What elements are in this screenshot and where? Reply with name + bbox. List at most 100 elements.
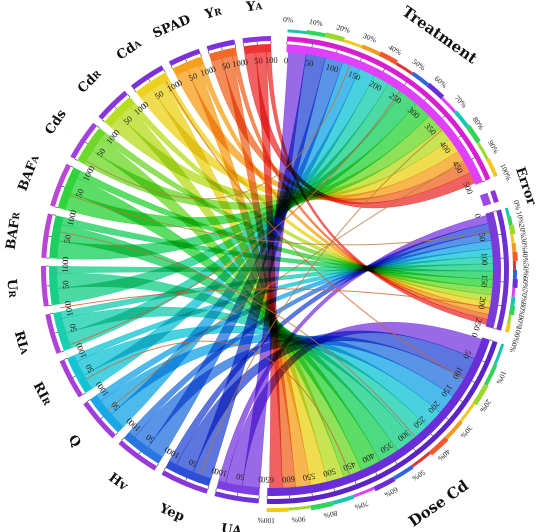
percent-band [512, 270, 517, 280]
scale-label: 0 [93, 380, 104, 389]
percent-band [373, 476, 396, 492]
segment-track-rir [59, 359, 83, 398]
scale-label: 200 [477, 296, 489, 310]
scale-label: 50 [73, 187, 85, 199]
segment-band-dose-cd [267, 337, 490, 496]
percent-label: 10% [308, 17, 323, 28]
segment-band-error [479, 192, 492, 207]
scale-tick [471, 157, 475, 160]
segment-label-sub: A [254, 2, 264, 13]
percent-band [504, 322, 511, 333]
segment-label-sub: R [213, 7, 223, 19]
percent-label: 0% [508, 341, 520, 353]
percent-band [395, 62, 414, 76]
percent-band [511, 287, 516, 297]
scale-label: 500 [322, 466, 337, 479]
scale-label: 0 [73, 341, 84, 349]
segment-ua: 0 50 100 UA [213, 466, 263, 532]
segment-label-sub: A [17, 345, 29, 356]
scale-tick [404, 82, 407, 86]
scale-label: 100 [265, 55, 278, 65]
scale-tick [207, 50, 210, 54]
segment-track-spad [168, 48, 201, 66]
segment-band-ya [243, 44, 272, 55]
segment-band-yep [165, 460, 212, 487]
scale-tick [70, 165, 74, 168]
percent-band [325, 32, 345, 43]
segment-label-sub: A [29, 153, 42, 165]
scale-tick [101, 119, 105, 122]
segment-track-ur [41, 265, 49, 307]
scale-label: 100 [325, 61, 340, 74]
percent-band [266, 507, 289, 512]
percent-band [510, 296, 516, 307]
scale-label: 0 [162, 445, 171, 456]
scale-label: 50 [221, 60, 232, 72]
segment-band-ua [216, 480, 260, 496]
scale-tick [489, 339, 493, 342]
percent-band [361, 44, 381, 56]
scale-tick [74, 158, 78, 161]
segment-label-ya: YA [245, 0, 264, 15]
scale-tick [207, 486, 210, 490]
scale-label: 0 [469, 331, 480, 338]
segment-band-cda [135, 72, 170, 99]
percent-band [512, 260, 516, 270]
segment-label-rir: RIR [30, 380, 55, 409]
thread-line [69, 91, 401, 346]
segment-track-dose-treatment [496, 209, 509, 331]
thread-line [60, 288, 490, 309]
percent-band [510, 234, 515, 244]
segment-label-treatment: Treatment [399, 2, 481, 67]
percent-label: 0% [283, 15, 293, 25]
percent-band [440, 97, 457, 113]
segment-label-ur: UR [4, 279, 20, 299]
scale-label: 150 [479, 274, 490, 287]
percent-band [484, 364, 498, 386]
scale-tick [82, 392, 86, 395]
scale-tick [61, 185, 65, 188]
scale-label: 100 [63, 303, 75, 317]
scale-label: 100 [231, 57, 245, 69]
scale-tick [442, 115, 445, 119]
percent-label: 70% [519, 289, 529, 304]
scale-label: 150 [347, 68, 363, 82]
percent-band [332, 494, 355, 505]
scale-label: 100 [213, 466, 228, 479]
scale-tick [114, 106, 117, 110]
segment-track-cda [130, 65, 164, 90]
segment-band-yr [208, 47, 238, 62]
scale-tick [458, 135, 461, 139]
segment-band-dose-treatment [485, 211, 501, 329]
segment-track-bafa [50, 163, 71, 207]
segment-label-cdr: CdR [75, 67, 105, 97]
thread-line [69, 194, 490, 246]
scale-tick [360, 57, 362, 61]
scale-label: 250 [471, 317, 484, 332]
percent-band [411, 71, 430, 87]
percent-band [508, 224, 516, 235]
segment-track-ya [242, 36, 272, 44]
scale-tick [54, 206, 58, 208]
segment-label-yep: Yep [156, 501, 186, 525]
scale-tick [50, 312, 54, 314]
scale-label: 500 [461, 180, 475, 196]
thread-line [85, 64, 351, 200]
segment-track-cds [70, 122, 98, 159]
scale-tick [170, 65, 173, 69]
scale-tick [424, 98, 427, 101]
percent-label: 50% [411, 468, 427, 483]
segment-dose-treatment: 0 50 100 150 200 250 0%10%20%30%40%50%60%70%80… [471, 199, 531, 344]
percent-label: 60% [521, 276, 531, 290]
scale-label: 0 [210, 64, 217, 75]
segment-track-bafr [41, 213, 53, 259]
scale-tick [54, 332, 58, 334]
percent-label: 30% [519, 236, 529, 251]
segment-band-q [89, 395, 124, 433]
percent-label: 30% [362, 31, 378, 45]
segment-label-sub: R [91, 69, 104, 82]
percent-label: 40% [521, 250, 531, 264]
segment-track-hv [118, 440, 158, 471]
scale-tick [148, 78, 151, 82]
thread-line [107, 160, 465, 411]
